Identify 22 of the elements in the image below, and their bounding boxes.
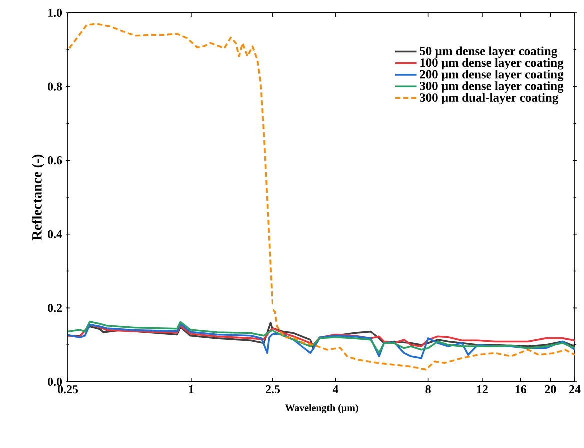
legend-label: 200 µm dense layer coating <box>420 70 564 82</box>
x-tick-label: 20 <box>545 386 556 394</box>
y-tick-label: 0.6 <box>48 156 62 165</box>
y-tick-label: 1.0 <box>48 8 62 18</box>
x-axis-title: Wavelength (µm) <box>285 404 358 414</box>
legend-label: 300 µm dual-layer coating <box>420 93 558 105</box>
legend-label: 300 µm dense layer coating <box>420 82 564 93</box>
x-tick-label: 24 <box>570 386 581 394</box>
x-tick-label: 12 <box>477 386 488 394</box>
x-tick-label: 0.25 <box>58 386 78 394</box>
x-tick-label: 8 <box>426 386 431 394</box>
x-tick-label: 16 <box>516 386 526 394</box>
legend-label: 100 µm dense layer coating <box>420 58 564 70</box>
y-tick-label: 0.8 <box>48 82 62 91</box>
y-tick-label: 0.4 <box>48 230 62 238</box>
legend-label: 50 µm dense layer coating <box>420 46 558 58</box>
y-axis-title: Reflectance (-) <box>32 154 45 240</box>
x-tick-label: 4 <box>332 386 339 394</box>
y-tick-label: 0.0 <box>48 378 62 386</box>
x-tick-label: 2.5 <box>266 386 280 394</box>
x-tick-label: 1 <box>189 386 194 394</box>
y-tick-label: 0.2 <box>48 304 62 312</box>
